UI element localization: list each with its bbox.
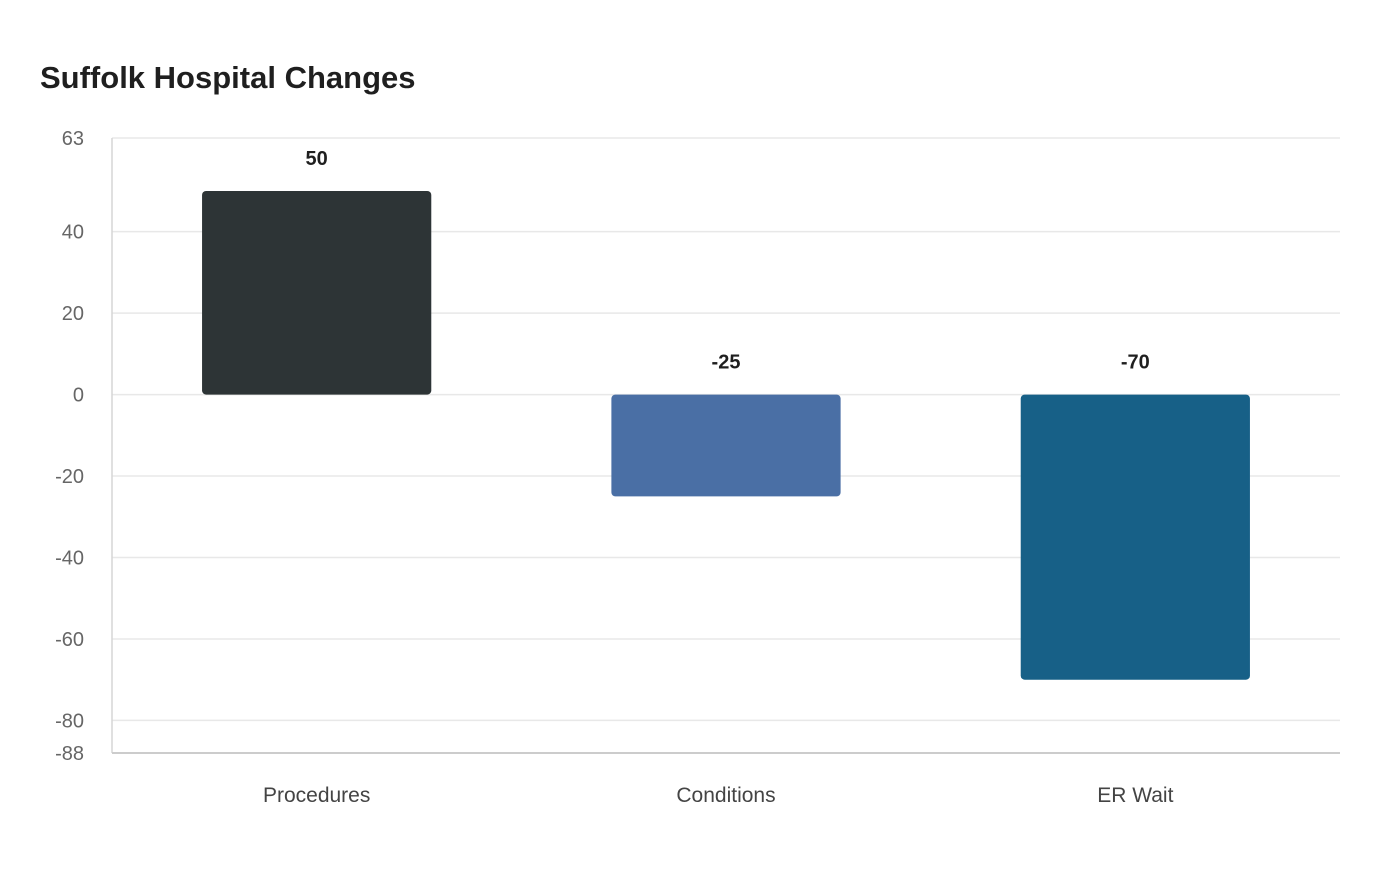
y-tick-label: -40 xyxy=(55,548,84,570)
bar-conditions xyxy=(611,394,841,497)
bar-procedures xyxy=(202,190,432,395)
y-tick-label: 40 xyxy=(62,222,84,244)
y-tick-labels: 63 40 20 0 -20 -40 -60 -80 -88 xyxy=(55,128,84,765)
x-category-label: Procedures xyxy=(263,784,370,807)
bars xyxy=(202,190,1250,680)
chart-title: Suffolk Hospital Changes xyxy=(40,60,416,95)
y-tick-label: -88 xyxy=(55,743,84,765)
value-labels: 50 -25 -70 xyxy=(306,148,1150,374)
y-tick-label: -20 xyxy=(55,466,84,488)
y-tick-label: 20 xyxy=(62,303,84,325)
y-tick-label: 0 xyxy=(73,385,84,407)
x-category-labels: Procedures Conditions ER Wait xyxy=(263,784,1174,807)
x-category-label: ER Wait xyxy=(1097,784,1173,807)
axes xyxy=(111,138,1340,754)
y-tick-label: -80 xyxy=(55,710,84,732)
bar-value-label: -70 xyxy=(1121,352,1150,374)
x-category-label: Conditions xyxy=(676,784,775,807)
bar-value-label: 50 xyxy=(306,148,328,170)
bar-er-wait xyxy=(1020,394,1250,680)
bar-value-label: -25 xyxy=(712,352,741,374)
y-tick-label: -60 xyxy=(55,629,84,651)
y-tick-label: 63 xyxy=(62,128,84,150)
